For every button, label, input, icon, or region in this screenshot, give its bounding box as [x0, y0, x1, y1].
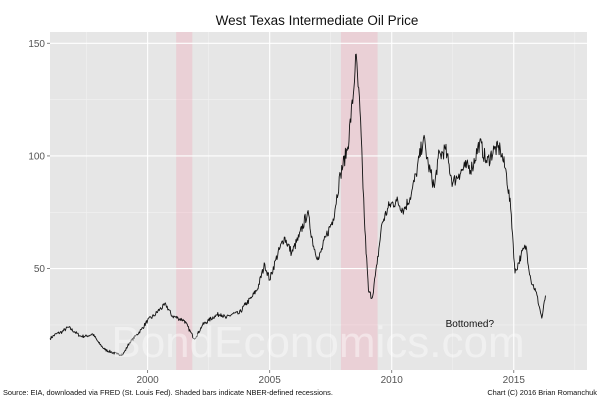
annotation-bottomed: Bottomed? [446, 319, 495, 330]
x-axis: 2000 2005 2010 2015 [137, 370, 526, 386]
chart-title: West Texas Intermediate Oil Price [216, 13, 419, 28]
y-tick-label: 50 [34, 264, 46, 275]
minor-gridlines [50, 32, 587, 370]
y-axis: 50 100 150 [28, 39, 50, 275]
recession-bars [176, 32, 378, 370]
y-tick-label: 100 [28, 151, 45, 162]
wti-price-line [49, 53, 546, 357]
major-gridlines [50, 32, 587, 370]
y-tick-label: 150 [28, 39, 45, 50]
x-tick-label: 2005 [259, 375, 282, 386]
x-tick-label: 2010 [381, 375, 404, 386]
plot-panel [50, 32, 587, 370]
recession-bar [340, 32, 378, 370]
x-tick-label: 2015 [503, 375, 526, 386]
recession-bar [176, 32, 193, 370]
x-tick-label: 2000 [137, 375, 160, 386]
source-note: Source: EIA, downloaded via FRED (St. Lo… [3, 388, 333, 397]
watermark: BondEconomics.com [111, 318, 524, 367]
copyright-credit: Chart (C) 2016 Brian Romanchuk [487, 388, 597, 397]
